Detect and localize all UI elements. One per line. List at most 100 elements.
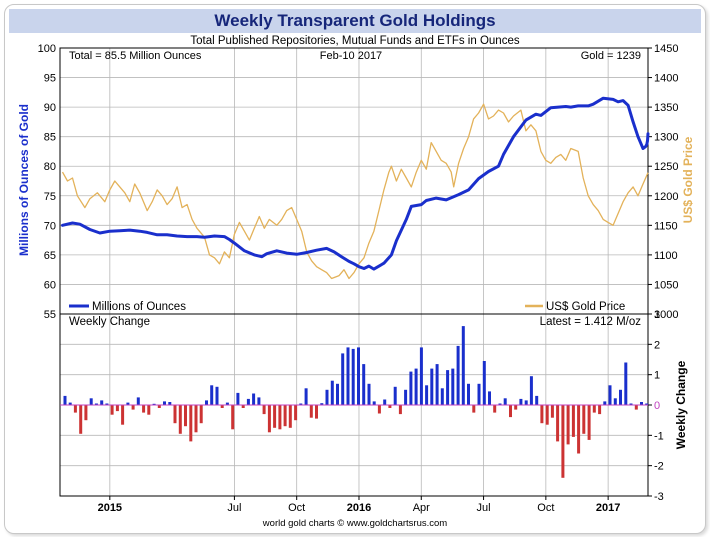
left-axis-ticks: 55 60 65 70 75 80 85 90 95 100	[38, 43, 56, 321]
bar-positive	[419, 347, 423, 405]
left-tick-label: 95	[44, 73, 56, 85]
bar-negative	[571, 405, 575, 437]
bar-positive	[425, 385, 429, 405]
bar-negative	[199, 405, 203, 424]
chart-svg: Weekly Transparent Gold Holdings Total P…	[9, 9, 701, 529]
change-tick-label: 1	[654, 370, 660, 382]
bar-positive	[330, 380, 334, 405]
change-tick-label: 0	[654, 400, 660, 412]
bar-negative	[514, 405, 518, 410]
bar-positive	[304, 388, 308, 405]
bar-positive	[252, 393, 256, 405]
date-annotation: Feb-10 2017	[320, 50, 382, 62]
bar-positive	[225, 402, 229, 405]
x-tick-label: 2015	[98, 502, 122, 514]
bar-negative	[278, 405, 282, 430]
bar-positive	[482, 361, 486, 405]
bar-positive	[205, 400, 208, 405]
bar-positive	[503, 398, 507, 405]
right-tick-label: 1250	[654, 161, 678, 173]
bar-negative	[147, 405, 151, 415]
right-tick-label: 1150	[654, 220, 678, 232]
bar-positive	[89, 398, 93, 405]
bar-positive	[524, 400, 528, 405]
bar-negative	[283, 405, 287, 427]
bar-positive	[325, 389, 329, 405]
bar-negative	[131, 405, 135, 410]
chart-subtitle: Total Published Repositories, Mutual Fun…	[190, 35, 519, 47]
bar-positive	[409, 371, 413, 405]
bar-positive	[640, 402, 643, 405]
footer-credit: world gold charts © www.goldchartsrus.co…	[262, 518, 447, 529]
bar-positive	[645, 403, 649, 405]
bar-negative	[592, 405, 596, 413]
bar-negative	[189, 405, 193, 442]
bar-positive	[461, 326, 465, 405]
bar-positive	[430, 368, 434, 405]
x-tick-label: Oct	[537, 502, 554, 514]
right-tick-label: 1200	[654, 191, 678, 203]
upper-gridlines	[60, 48, 648, 314]
left-tick-label: 75	[44, 191, 56, 203]
bar-positive	[613, 398, 617, 405]
bar-positive	[257, 397, 261, 405]
bar-negative	[398, 405, 402, 415]
bar-negative	[577, 405, 581, 454]
bar-positive	[336, 383, 339, 405]
x-tick-label: Jul	[477, 502, 491, 514]
left-tick-label: 80	[44, 161, 56, 173]
left-tick-label: 85	[44, 132, 56, 144]
lower-panel-title: Weekly Change	[69, 316, 150, 328]
right-tick-label: 1300	[654, 132, 678, 144]
legend-holdings: Millions of Ounces	[69, 301, 186, 313]
title-background	[9, 9, 701, 33]
gold-price-line	[61, 103, 649, 280]
bar-negative	[157, 405, 161, 408]
bar-positive	[63, 395, 67, 405]
legend-holdings-label: Millions of Ounces	[92, 301, 186, 313]
bar-positive	[68, 402, 72, 405]
chart-frame: Weekly Transparent Gold Holdings Total P…	[4, 4, 706, 534]
bar-positive	[383, 399, 387, 405]
bar-positive	[498, 403, 502, 405]
bar-positive	[624, 362, 628, 405]
bar-positive	[126, 402, 130, 405]
left-tick-label: 90	[44, 102, 56, 114]
bar-negative	[241, 405, 245, 408]
bar-positive	[446, 370, 450, 405]
change-tick-label: 2	[654, 339, 660, 351]
bar-positive	[246, 398, 250, 405]
left-tick-label: 65	[44, 250, 56, 262]
bar-positive	[215, 386, 219, 405]
bar-positive	[608, 385, 612, 405]
x-tick-label: 2017	[596, 502, 620, 514]
bar-positive	[168, 402, 172, 405]
x-tick-label: 2016	[347, 502, 371, 514]
bar-negative	[121, 405, 125, 425]
left-tick-label: 60	[44, 279, 56, 291]
bar-positive	[236, 392, 240, 405]
bar-positive	[451, 368, 455, 405]
bar-negative	[220, 405, 224, 408]
right-tick-label: 1450	[654, 43, 678, 55]
bar-positive	[362, 364, 366, 405]
bar-negative	[309, 405, 313, 418]
bar-negative	[598, 405, 602, 415]
bar-positive	[529, 376, 533, 405]
holdings-series	[61, 96, 650, 271]
bar-positive	[341, 353, 345, 405]
bar-negative	[634, 405, 638, 410]
bar-positive	[320, 403, 324, 405]
bar-negative	[267, 405, 271, 433]
x-tick-label: Jul	[227, 502, 241, 514]
bar-negative	[273, 405, 277, 428]
bar-negative	[550, 405, 554, 418]
left-tick-label: 70	[44, 220, 56, 232]
bar-negative	[472, 405, 476, 413]
upper-plot-area	[59, 47, 649, 315]
left-axis-label: Millions of Ounces of Gold	[17, 104, 31, 256]
bar-positive	[488, 391, 491, 405]
bar-positive	[629, 403, 633, 405]
bar-negative	[582, 405, 586, 434]
bar-positive	[414, 368, 418, 405]
